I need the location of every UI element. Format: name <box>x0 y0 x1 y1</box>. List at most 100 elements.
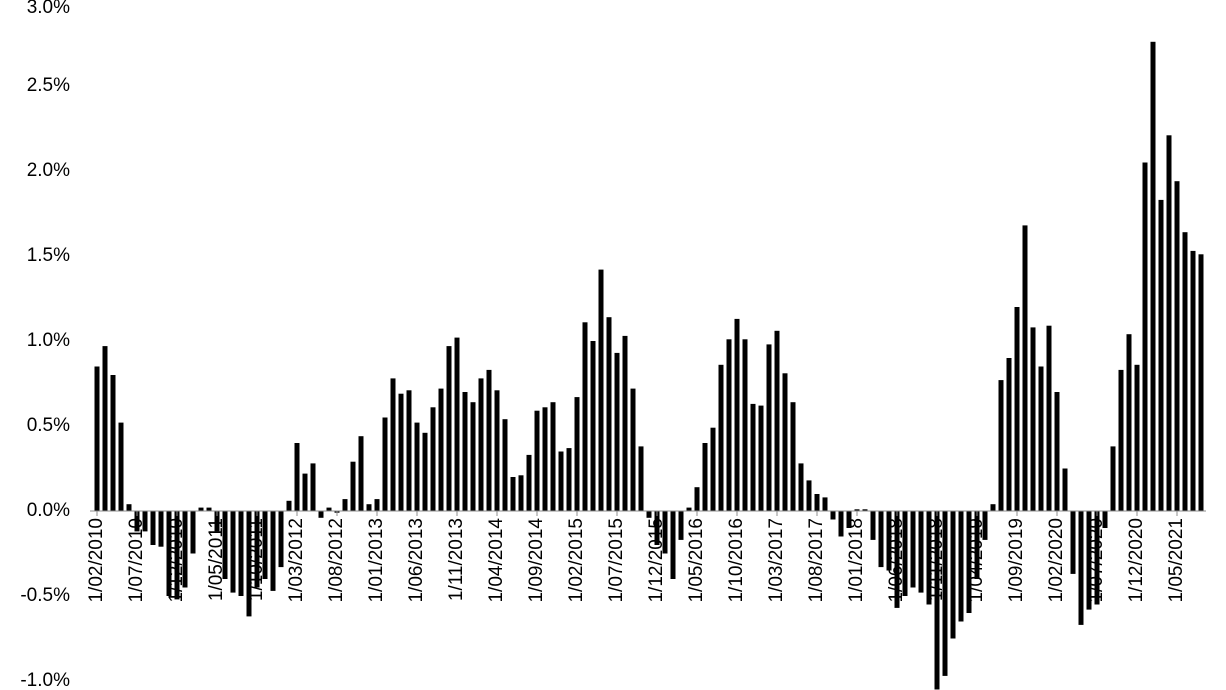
x-tick-label: 1/05/2021 <box>1166 518 1187 603</box>
bar <box>134 511 140 532</box>
bar <box>246 511 252 617</box>
bar <box>286 500 292 511</box>
y-tick-label: -1.0% <box>20 670 70 690</box>
bar <box>902 511 908 596</box>
bar <box>862 509 868 511</box>
bar <box>318 511 324 518</box>
bar <box>654 511 660 545</box>
bar <box>118 422 124 511</box>
bar <box>1078 511 1084 625</box>
bar <box>734 318 740 511</box>
bar <box>574 397 580 511</box>
bar <box>1070 511 1076 574</box>
bar <box>790 402 796 511</box>
bar <box>342 499 348 511</box>
bar <box>846 511 852 528</box>
bar <box>686 507 692 511</box>
bar <box>926 511 932 605</box>
y-tick-label: 2.0% <box>27 160 70 181</box>
bar <box>646 511 652 518</box>
bar <box>182 511 188 588</box>
bar <box>438 388 444 511</box>
bar <box>870 511 876 540</box>
bar <box>310 463 316 511</box>
bar <box>382 417 388 511</box>
bar <box>558 451 564 511</box>
y-tick-label: 3.0% <box>27 0 70 18</box>
x-tick-label: 1/06/2013 <box>406 518 427 603</box>
bar <box>390 378 396 511</box>
bar <box>1054 392 1060 511</box>
bar <box>1094 511 1100 605</box>
x-tick-label: 1/04/2019 <box>966 518 987 603</box>
bar <box>510 477 516 511</box>
bar <box>302 473 308 511</box>
bar <box>694 487 700 511</box>
x-tick-label: 1/04/2014 <box>486 518 507 603</box>
bar <box>830 511 836 520</box>
bar <box>1126 334 1132 511</box>
bar <box>742 339 748 511</box>
bar <box>430 407 436 511</box>
bar <box>254 511 260 588</box>
bar <box>662 511 668 554</box>
bar <box>942 511 948 676</box>
bar <box>726 339 732 511</box>
bar <box>1134 364 1140 511</box>
bar <box>150 511 156 545</box>
x-tick-label: 1/10/2011 <box>246 518 267 601</box>
bar <box>1102 511 1108 528</box>
bar <box>886 511 892 571</box>
bar <box>1158 199 1164 511</box>
x-tick-label: 1/07/2015 <box>606 518 627 603</box>
bar <box>910 511 916 588</box>
bar <box>1062 468 1068 511</box>
bar <box>222 511 228 579</box>
bar <box>966 511 972 613</box>
bar <box>534 410 540 511</box>
bar <box>798 463 804 511</box>
bar <box>294 443 300 511</box>
bar <box>990 504 996 511</box>
y-tick-label: 2.5% <box>27 75 70 96</box>
x-tick-label: 1/05/2016 <box>686 518 707 603</box>
bar <box>1086 511 1092 610</box>
bar <box>126 504 132 511</box>
bar <box>670 511 676 579</box>
bar <box>702 443 708 511</box>
bar <box>582 322 588 511</box>
bar <box>94 366 100 511</box>
x-tick-label: 1/02/2015 <box>566 518 587 603</box>
bar <box>1182 232 1188 511</box>
bar <box>590 341 596 511</box>
bar <box>1198 254 1204 512</box>
bar <box>502 419 508 511</box>
bar <box>750 403 756 511</box>
bar <box>198 507 204 511</box>
bar <box>718 364 724 511</box>
x-tick-label: 1/10/2016 <box>726 518 747 603</box>
bar <box>422 432 428 511</box>
y-tick-label: 1.0% <box>27 330 70 351</box>
bar <box>958 511 964 622</box>
bar <box>934 511 940 690</box>
x-tick-label: 1/11/2013 <box>446 518 467 601</box>
bar <box>598 269 604 511</box>
bar <box>214 511 220 532</box>
bar <box>1142 162 1148 511</box>
bar <box>918 511 924 593</box>
bar <box>454 337 460 511</box>
x-tick-label: 1/09/2019 <box>1006 518 1027 603</box>
bar <box>174 511 180 600</box>
bar <box>406 390 412 511</box>
x-tick-label: 1/06/2018 <box>886 518 907 603</box>
bar <box>366 504 372 511</box>
bar <box>1038 366 1044 511</box>
bar <box>1006 358 1012 511</box>
bar <box>1110 446 1116 511</box>
bar <box>1022 225 1028 511</box>
bar <box>982 511 988 540</box>
bar <box>326 507 332 511</box>
x-tick-label: 1/09/2014 <box>526 518 547 603</box>
x-tick-label: 1/07/2020 <box>1086 518 1107 603</box>
